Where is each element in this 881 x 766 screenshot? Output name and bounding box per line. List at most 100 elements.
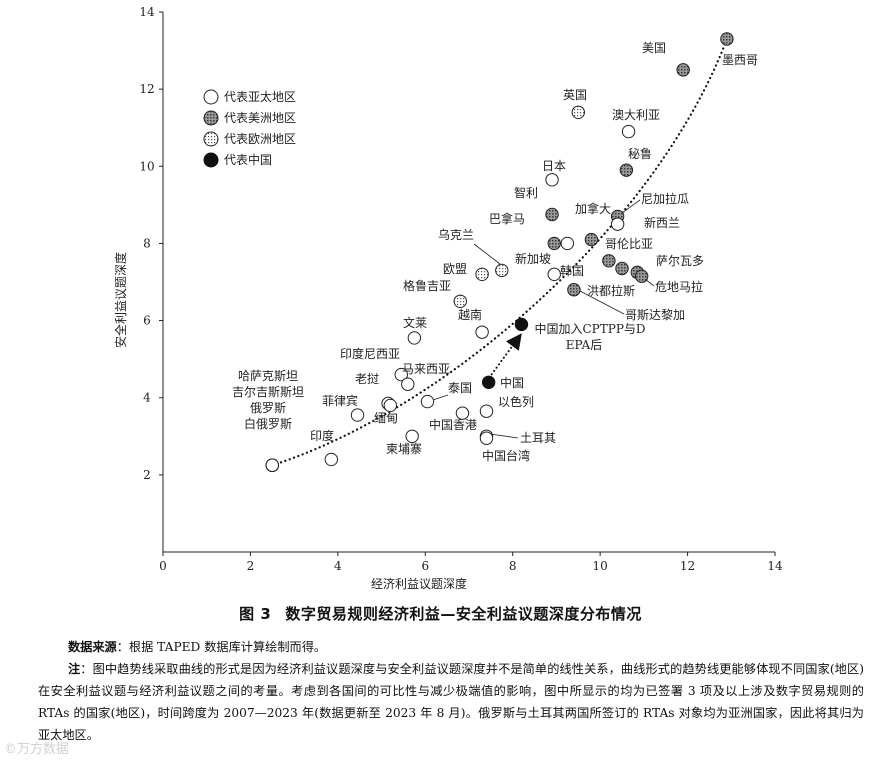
point-label: 中国台湾 [482,448,530,463]
data-point [479,404,494,418]
data-point [495,263,509,278]
data-point [475,325,489,339]
data-point [547,267,561,281]
source-paragraph: 数据来源：根据 TAPED 数据库计算绘制而得。 [38,636,864,658]
data-point [265,458,279,472]
point-label: 危地马拉 [655,279,703,294]
point-label: 尼加拉瓜 [641,191,689,206]
data-point [720,32,734,46]
data-point [383,398,398,413]
data-point [455,406,470,420]
point-label: 柬埔寨 [386,441,422,456]
data-point [584,232,599,247]
point-label: 印度 [310,428,334,443]
note-text: ：图中趋势线采取曲线的形式是因为经济利益议题深度与安全利益议题深度并不是简单的线… [38,662,865,742]
figure-notes: 数据来源：根据 TAPED 数据库计算绘制而得。 注：图中趋势线采取曲线的形式是… [38,636,864,746]
y-tick-label: 14 [139,5,155,19]
legend-label: 代表欧洲地区 [224,132,296,146]
point-label: 文莱 [403,315,427,330]
point-label: 哥斯达黎加 [625,308,685,322]
note-label: 注 [68,662,81,676]
point-label: 美国 [642,41,666,55]
point-label: 英国 [563,88,587,102]
point-label: 印度尼西亚 [340,346,400,361]
leader-line [579,290,625,315]
data-point [401,377,415,391]
legend-marker [203,110,219,126]
data-point [545,207,559,222]
y-tick-label: 12 [139,82,154,96]
point-label: 萨尔瓦多 [656,253,704,268]
data-point [610,217,625,231]
y-tick-label: 10 [139,159,154,173]
point-label: 墨西哥 [722,53,758,67]
figure-caption: 图 3 数字贸易规则经济利益—安全利益议题深度分布情况 [0,603,881,624]
source-label: 数据来源 [68,640,117,654]
x-tick-label: 14 [767,559,783,573]
x-tick-label: 8 [509,559,517,573]
point-label: 俄罗斯 [250,401,286,415]
point-label: 洪都拉斯 [587,283,635,298]
point-label: 老挝 [355,372,379,386]
point-label: 乌克兰 [438,227,474,242]
data-point [407,331,422,345]
data-point [420,394,435,409]
watermark-logo: ©万方数据 [4,742,70,757]
point-label: 新西兰 [644,215,680,230]
data-point [634,269,649,283]
y-tick-label: 2 [143,468,151,482]
point-label: 哈萨克斯坦 [238,369,298,383]
scatter-chart: 0 2 4 6 8 10 12 14 2 4 6 8 10 12 14 经济利益议题深度 安全利益议题深度 墨西哥… [113,5,783,591]
legend-label: 代表中国 [224,152,272,167]
point-label: 哥伦比亚 [605,236,653,251]
point-label: 中国加入CPTPP与D EPA后 [534,321,645,352]
point-label: 中国 [500,375,524,390]
x-tick-label: 12 [680,559,695,573]
point-label: 日本 [542,159,566,173]
source-text: ：根据 TAPED 数据库计算绘制而得。 [116,640,327,654]
point-label: 韩国 [560,263,584,278]
note-paragraph: 注：图中趋势线采取曲线的形式是因为经济利益议题深度与安全利益议题深度并不是简单的… [38,658,864,746]
y-tick-label: 8 [143,236,151,250]
legend-marker [203,89,219,105]
point-label: 澳大利亚 [612,108,660,122]
leader-line [473,243,501,265]
legend-marker [203,131,219,147]
point-label: 新加坡 [515,251,551,266]
point-label: 中国香港 [429,417,477,432]
data-point [619,163,634,177]
data-point [560,236,575,251]
point-label: 吉尔吉斯斯坦 [232,384,304,399]
data-point [405,429,419,443]
point-label: 泰国 [448,381,472,395]
data-point [394,367,408,382]
data-point [324,452,338,467]
data-point [547,236,561,251]
point-label: 马来西亚 [402,362,450,376]
chart-svg: 0 2 4 6 8 10 12 14 2 4 6 8 10 12 14 经济利益议题深度 安全利益议题深度 墨西哥… [113,5,783,591]
data-point [545,173,559,187]
y-tick-label: 4 [143,391,151,405]
data-point [479,431,494,445]
point-label: 巴拿马 [489,211,525,226]
leader-line [489,433,519,439]
leader-line [621,199,641,214]
x-tick-label: 2 [247,559,255,573]
china-arrow [490,333,522,376]
trend-line [271,37,729,467]
data-point [602,254,616,268]
data-point [615,261,629,276]
data-point [514,317,529,332]
data-point [567,283,581,297]
figure-title: 数字贸易规则经济利益—安全利益议题深度分布情况 [285,605,642,623]
x-tick-label: 0 [159,559,167,573]
y-axis-label: 安全利益议题深度 [113,252,128,348]
legend-label: 代表美洲地区 [224,111,296,125]
legend-marker [203,152,219,168]
data-point [453,294,467,308]
point-label: 菲律宾 [322,393,358,408]
point-label: 白俄罗斯 [244,416,292,431]
point-label: 秘鲁 [628,147,652,161]
legend-label: 代表亚太地区 [224,89,296,104]
data-point [475,267,489,281]
